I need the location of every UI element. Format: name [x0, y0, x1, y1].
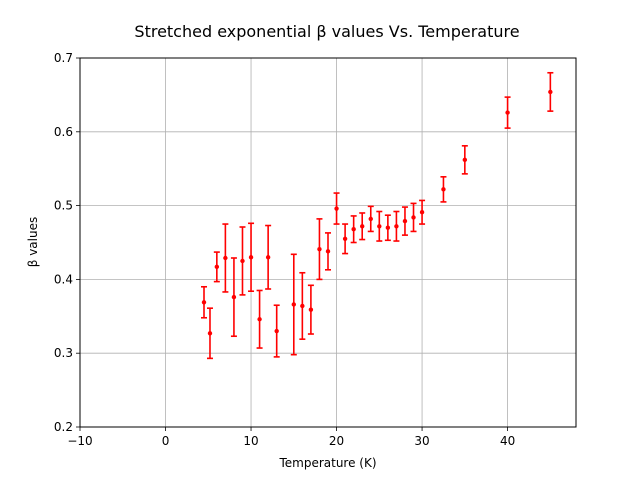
data-point — [377, 224, 382, 229]
x-tick-label: 0 — [162, 434, 170, 448]
data-point — [207, 331, 213, 336]
data-point-group — [265, 224, 272, 290]
y-axis-label: β values — [26, 217, 40, 268]
chart-title: Stretched exponential β values Vs. Tempe… — [134, 22, 519, 41]
data-point — [334, 206, 339, 211]
y-tick-label: 0.6 — [54, 125, 73, 139]
data-point — [462, 157, 468, 163]
data-point-group — [342, 223, 349, 255]
data-point-group — [410, 202, 417, 233]
data-point-group — [384, 214, 391, 242]
data-point-group — [222, 223, 229, 293]
data-point — [419, 210, 425, 215]
data-point — [351, 227, 356, 232]
data-point — [325, 249, 331, 254]
data-point — [214, 264, 220, 270]
data-point — [223, 255, 228, 261]
data-point-group — [359, 212, 366, 241]
data-point — [505, 110, 510, 115]
data-point-group — [547, 71, 554, 112]
y-axis-ticks: 0.2 0.3 0.4 0.5 0.6 0.7 — [54, 51, 80, 434]
data-point-group — [206, 307, 213, 360]
x-tick-label: −10 — [67, 434, 92, 448]
data-point — [308, 307, 314, 312]
data-point — [385, 225, 391, 230]
x-tick-label: 30 — [414, 434, 429, 448]
data-point-group — [401, 206, 408, 236]
data-point — [394, 224, 399, 229]
data-point-group — [273, 304, 280, 358]
data-point-group — [440, 176, 447, 203]
data-point — [201, 300, 207, 305]
x-axis-ticks: −10 0 10 20 30 40 — [67, 427, 515, 448]
data-point-group — [333, 192, 340, 225]
data-point — [265, 255, 271, 260]
data-point — [402, 218, 408, 224]
data-point — [248, 255, 254, 260]
data-point — [257, 317, 262, 322]
data-point-group — [461, 145, 468, 175]
data-point-group — [248, 222, 255, 293]
data-point — [411, 215, 416, 220]
x-tick-label: 40 — [500, 434, 515, 448]
data-point-group — [307, 284, 314, 335]
data-point-group — [367, 205, 374, 233]
data-point-group — [350, 215, 357, 244]
data-point-group — [290, 253, 297, 356]
data-point — [368, 216, 373, 222]
data-point-group — [419, 199, 426, 225]
data-point-group — [201, 285, 207, 319]
data-point — [548, 89, 553, 95]
data-point — [342, 236, 348, 242]
y-tick-label: 0.3 — [54, 346, 73, 360]
data-point — [441, 187, 446, 192]
data-point-group — [230, 257, 237, 338]
data-point — [291, 302, 296, 307]
y-tick-label: 0.7 — [54, 51, 73, 65]
data-point — [360, 224, 365, 229]
data-point — [317, 246, 322, 252]
y-tick-label: 0.4 — [54, 272, 73, 286]
data-point-group — [393, 210, 400, 242]
plot-area — [201, 71, 554, 360]
plot-frame — [79, 57, 577, 428]
x-axis-label: Temperature (K) — [278, 456, 376, 470]
data-point — [240, 258, 245, 264]
data-point-group — [256, 289, 263, 349]
x-tick-label: 10 — [243, 434, 258, 448]
data-point-group — [213, 251, 220, 283]
y-tick-label: 0.5 — [54, 199, 73, 213]
data-point-group — [376, 210, 383, 242]
x-tick-label: 20 — [329, 434, 344, 448]
data-point-group — [325, 232, 331, 271]
y-tick-label: 0.2 — [54, 420, 73, 434]
data-point — [300, 303, 305, 309]
data-point-group — [239, 226, 246, 296]
data-point-group — [299, 271, 306, 340]
data-point — [231, 294, 237, 300]
data-point-group — [316, 218, 323, 281]
data-point — [274, 328, 279, 334]
data-point-group — [504, 96, 511, 129]
